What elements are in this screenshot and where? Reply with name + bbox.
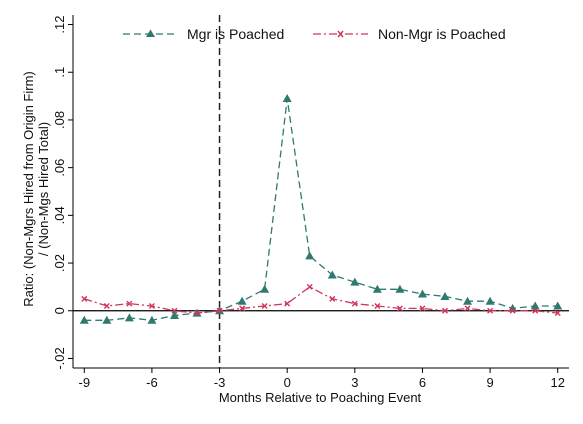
data-point-nonmgr	[284, 300, 291, 307]
data-point-nonmgr	[487, 307, 494, 314]
axes: -.02 0 .02 .04 .06 .08 .1 .12 -9 -6 -3 0 3 6 9 12	[52, 15, 569, 390]
legend-marker-triangle	[146, 29, 155, 37]
data-point-nonmgr	[396, 305, 403, 312]
data-point-mgr	[485, 296, 495, 305]
y-tick-label: .12	[52, 16, 67, 34]
data-point-nonmgr	[374, 302, 381, 309]
legend-label-mgr: Mgr is Poached	[187, 26, 284, 42]
data-point-mgr	[395, 284, 405, 293]
data-point-mgr	[147, 315, 157, 324]
data-point-mgr	[553, 301, 563, 310]
y-tick-label: .08	[52, 111, 67, 129]
data-point-mgr	[124, 313, 134, 322]
data-point-mgr	[305, 251, 315, 260]
data-point-nonmgr	[216, 307, 223, 314]
data-point-nonmgr	[329, 295, 336, 302]
legend-label-nonmgr: Non-Mgr is Poached	[378, 26, 506, 42]
data-point-nonmgr	[509, 307, 516, 314]
y-tick-label-group: .12	[52, 16, 67, 34]
series-line-mgr	[84, 98, 558, 321]
y-tick-label: .02	[52, 254, 67, 272]
x-tick-label: -6	[146, 375, 158, 390]
data-point-nonmgr	[103, 302, 110, 309]
data-point-nonmgr	[532, 307, 539, 314]
x-tick-label: 9	[486, 375, 493, 390]
data-point-nonmgr	[239, 305, 246, 312]
y-axis-title: Ratio: (Non-Mgrs Hired from Origin Firm)…	[21, 71, 51, 306]
y-tick-label-group: -.02	[52, 347, 67, 369]
x-tick-label: 3	[351, 375, 358, 390]
legend: Mgr is Poached Non-Mgr is Poached	[123, 26, 506, 42]
series-layer	[79, 93, 563, 324]
x-tick-label: -9	[78, 375, 90, 390]
y-tick-label: .04	[52, 206, 67, 224]
data-point-nonmgr	[442, 307, 448, 314]
y-tick-label-group: .1	[52, 67, 67, 78]
data-point-mgr	[327, 270, 337, 279]
y-tick-label-group: .08	[52, 111, 67, 129]
data-point-nonmgr	[126, 300, 133, 307]
x-tick-label: 0	[284, 375, 291, 390]
data-point-nonmgr	[464, 305, 471, 312]
data-point-nonmgr	[419, 305, 426, 312]
data-point-nonmgr	[81, 295, 88, 302]
y-axis-title-line-1: Ratio: (Non-Mgrs Hired from Origin Firm)	[21, 71, 36, 306]
data-point-nonmgr	[261, 302, 268, 309]
data-point-mgr	[350, 277, 360, 286]
x-tick-label: 12	[550, 375, 564, 390]
data-point-nonmgr	[351, 300, 358, 307]
series-line-nonmgr	[84, 286, 558, 314]
data-point-mgr	[417, 289, 427, 298]
data-point-nonmgr	[306, 283, 313, 290]
data-point-mgr	[372, 284, 382, 293]
data-point-nonmgr	[194, 310, 200, 317]
data-point-mgr	[463, 296, 473, 305]
legend-marker-x	[337, 30, 344, 38]
data-point-mgr	[440, 291, 450, 300]
reference-lines	[73, 15, 569, 368]
x-axis-title: Months Relative to Poaching Event	[219, 390, 422, 405]
y-tick-label: -.02	[52, 347, 67, 369]
data-point-nonmgr	[554, 310, 561, 317]
y-tick-label-group: .06	[52, 159, 67, 177]
data-point-mgr	[169, 311, 179, 320]
data-point-mgr	[282, 93, 292, 102]
data-point-mgr	[260, 284, 270, 293]
y-tick-label: .06	[52, 159, 67, 177]
data-point-nonmgr	[171, 307, 178, 314]
data-point-mgr	[530, 301, 540, 310]
y-tick-label: .1	[52, 67, 67, 78]
x-tick-label: 6	[419, 375, 426, 390]
y-tick-label-group: 0	[52, 307, 67, 314]
data-point-mgr	[79, 315, 89, 324]
y-tick-label-group: .04	[52, 206, 67, 224]
data-point-mgr	[508, 303, 518, 312]
data-point-nonmgr	[148, 302, 155, 309]
x-tick-label: -3	[214, 375, 226, 390]
data-point-mgr	[237, 296, 247, 305]
y-tick-label-group: .02	[52, 254, 67, 272]
y-axis-title-line-2: / (Non-Mgs Hired Total)	[36, 122, 51, 256]
data-point-mgr	[102, 315, 112, 324]
y-tick-label: 0	[52, 307, 67, 314]
